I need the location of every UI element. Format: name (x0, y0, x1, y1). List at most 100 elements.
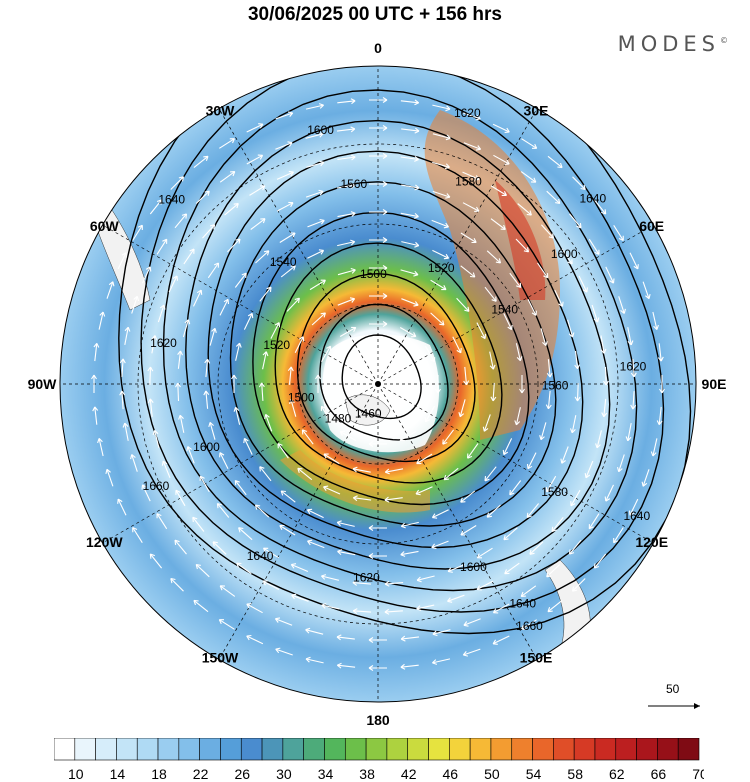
wind-vector-head (119, 390, 126, 396)
wind-vector (416, 604, 435, 610)
wind-vector-head (275, 647, 281, 654)
wind-vector-head (593, 317, 600, 323)
longitude-label: 60W (90, 218, 120, 234)
wind-vector-head (604, 496, 611, 502)
wind-vector-head (133, 295, 140, 302)
wind-vector (658, 343, 662, 362)
wind-vector-head (495, 258, 502, 264)
wind-vector-head (161, 460, 168, 466)
contour-label: 1580 (541, 485, 568, 499)
wind-vector-head (297, 467, 303, 473)
wind-vector (243, 313, 253, 330)
wind-vector (246, 635, 264, 645)
wind-vector (526, 503, 540, 518)
wind-vector (493, 154, 510, 165)
wind-vector-head (175, 382, 181, 388)
wind-vector (212, 541, 227, 555)
wind-vector-head (476, 585, 482, 591)
wind-vector-head (315, 374, 321, 380)
contour-label: 1620 (454, 106, 481, 120)
meridian (377, 383, 538, 660)
wind-vector (529, 541, 544, 555)
wind-vector (432, 104, 451, 110)
wind-vector-head (184, 319, 191, 325)
wind-vector (432, 509, 449, 519)
wind-vector-head (447, 567, 453, 573)
contour-label: 1600 (307, 123, 334, 137)
wind-vector-head (298, 336, 305, 342)
wind-vector-head (259, 466, 265, 472)
wind-vector-head (159, 304, 166, 310)
wind-vector (431, 219, 449, 228)
wind-vector (629, 252, 639, 270)
map-boundary (59, 65, 697, 703)
contour-label: 1640 (509, 597, 536, 611)
wind-vector (219, 138, 235, 149)
wind-vector (459, 399, 466, 417)
wind-vector-head (151, 335, 158, 341)
wind-vector-head (203, 390, 210, 396)
wind-vector (401, 298, 419, 306)
wind-vector (142, 266, 151, 284)
wind-vector (265, 414, 273, 432)
wind-vector-head (475, 145, 482, 151)
wind-vector (605, 484, 614, 502)
wind-vector (399, 327, 417, 337)
colorbar-swatch (240, 738, 263, 761)
wind-vector-head (368, 525, 374, 531)
wind-vector (193, 289, 202, 307)
wind-vector-head (241, 272, 247, 278)
contour-label: 1520 (428, 261, 455, 275)
wind-vector-head (288, 201, 294, 208)
longitude-label: 30E (524, 102, 549, 118)
wind-vector-head (414, 127, 420, 134)
wind-vector (484, 466, 497, 482)
contour-label: 1660 (516, 619, 543, 633)
wind-vector-head (593, 563, 600, 569)
wind-vector-head (516, 282, 522, 289)
wind-vector-head (526, 210, 532, 216)
colorbar-swatch (303, 738, 325, 761)
wind-vector-head (443, 253, 450, 260)
wind-vector-head (532, 143, 538, 149)
wind-vector-head (235, 342, 242, 348)
wind-vector (430, 279, 447, 291)
longitude-label: 150E (520, 650, 553, 666)
colorbar-swatch (199, 738, 221, 761)
colorbar-tick-label: 58 (567, 766, 583, 782)
wind-vector (98, 311, 104, 330)
wind-vector (279, 232, 296, 243)
wind-vector-head (91, 374, 97, 380)
colorbar-swatch (136, 738, 159, 761)
wind-vector (280, 490, 296, 503)
contour-label: 1500 (360, 267, 387, 281)
wind-vector-head (462, 651, 469, 657)
colorbar-tick-label: 42 (401, 766, 417, 782)
wind-vector (162, 460, 171, 479)
wind-vector (627, 422, 632, 441)
wind-vector-head (657, 356, 664, 362)
wind-vector-head (368, 441, 374, 447)
wind-vector-head (189, 248, 195, 254)
wind-vector (288, 366, 292, 385)
wind-vector (642, 281, 650, 299)
wind-vector (572, 578, 586, 592)
wind-vector (121, 358, 124, 377)
wind-vector-head (279, 524, 285, 530)
wind-vector-head (92, 406, 99, 412)
colorbar-swatch (365, 738, 388, 761)
wind-vector-head (443, 475, 449, 481)
wind-vector (305, 658, 324, 664)
wind-vector (263, 547, 279, 559)
wind-vector (400, 269, 419, 276)
wind-vector-head (653, 324, 659, 330)
wind-vector-head (213, 262, 220, 268)
wind-vector-head (288, 170, 294, 177)
wind-vector-head (415, 489, 421, 496)
wind-vector (432, 133, 451, 139)
wind-vector (431, 540, 449, 549)
wind-vector-head (145, 266, 152, 272)
wind-vector (337, 156, 356, 161)
wind-vector-head (567, 259, 573, 265)
wind-vector (297, 467, 313, 481)
